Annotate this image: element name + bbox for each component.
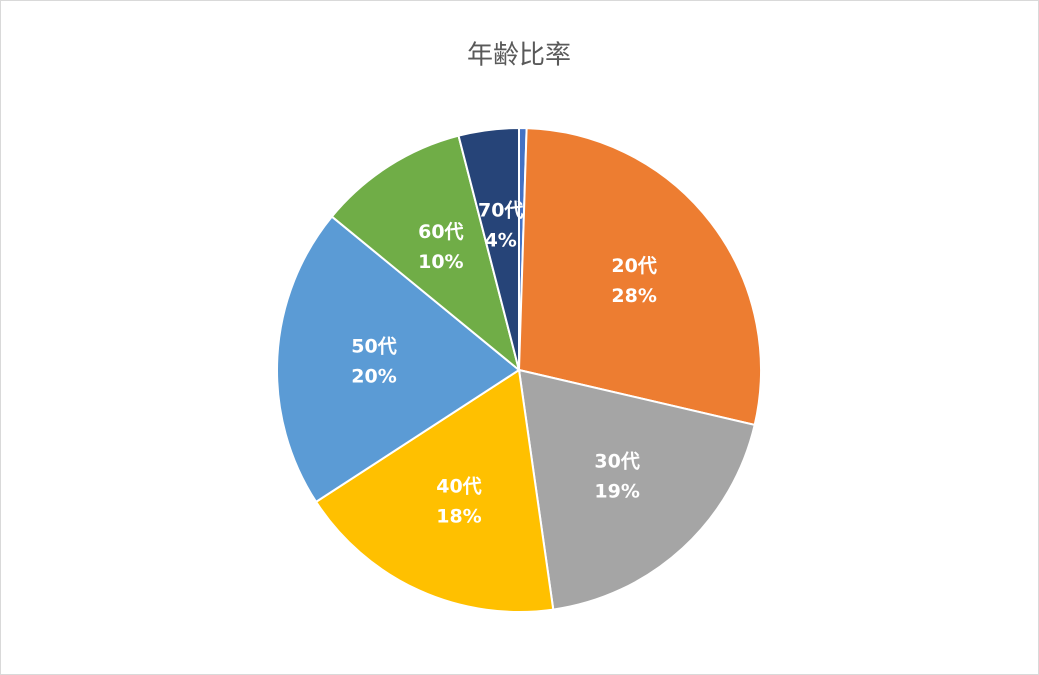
slice-category-label: 20代 xyxy=(611,255,656,277)
slice-category-label: 60代 xyxy=(418,221,463,243)
slice-value-label: 19% xyxy=(594,481,639,503)
pie-slice xyxy=(457,126,520,371)
slice-category-label: 40代 xyxy=(436,476,481,498)
slice-value-label: 4% xyxy=(485,229,517,251)
slice-category-label: 30代 xyxy=(594,451,639,473)
pie-slice xyxy=(517,368,756,611)
pie-slice xyxy=(330,134,521,373)
chart-title: 年齢比率 xyxy=(467,41,571,71)
slice-category-label: 70代 xyxy=(478,199,523,221)
slice-value-label: 18% xyxy=(436,506,481,528)
pie-slice xyxy=(314,368,555,613)
slice-value-label: 28% xyxy=(611,285,656,307)
slice-category-label: 50代 xyxy=(351,335,396,357)
pie-slice xyxy=(276,215,521,504)
pie-slice xyxy=(517,127,762,427)
slice-value-label: 10% xyxy=(418,251,463,273)
slice-value-label: 20% xyxy=(351,365,396,387)
